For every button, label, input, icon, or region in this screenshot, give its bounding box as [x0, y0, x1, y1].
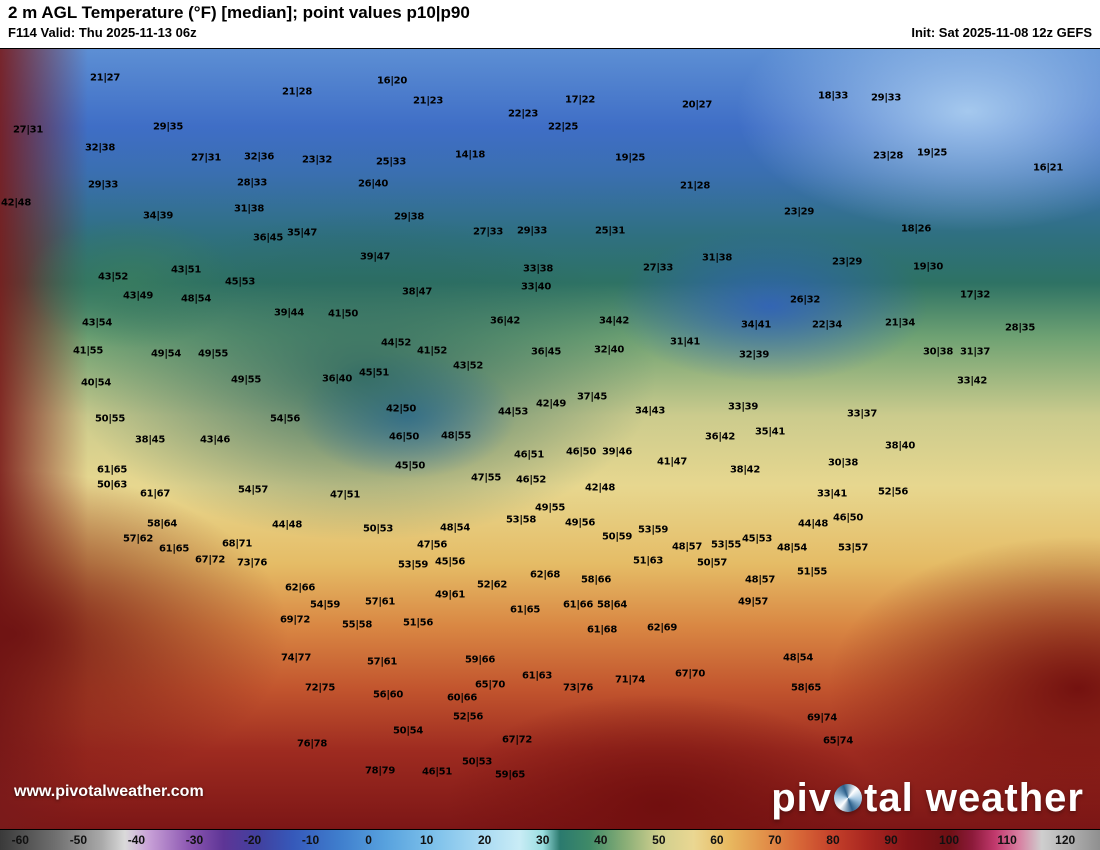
colorbar-tick: -60 [11, 833, 29, 847]
colorbar-ticks: -60 -50 -40 -30 -20 -10 0 10 20 30 40 50 60 70 80 90 100… [0, 830, 1100, 850]
watermark-url: www.pivotalweather.com [14, 783, 204, 800]
colorbar-tick: 10 [419, 833, 434, 847]
colorbar-tick: 80 [826, 833, 840, 847]
colorbar-tick: 20 [478, 833, 492, 847]
valid-time: F114 Valid: Thu 2025-11-13 06z [8, 25, 197, 40]
colorbar-tick: 120 [1055, 833, 1076, 847]
brand-text-left: piv [771, 776, 833, 820]
colorbar-tick: 0 [365, 833, 372, 847]
init-time: Init: Sat 2025-11-08 12z GEFS [911, 25, 1092, 40]
colorbar-tick: 40 [594, 833, 608, 847]
colorbar-tick: 90 [884, 833, 898, 847]
map-header: 2 m AGL Temperature (°F) [median]; point… [0, 0, 1100, 48]
colorbar-tick: 110 [997, 833, 1017, 847]
colorbar-tick: -50 [69, 833, 88, 847]
colorbar-tick: 30 [536, 833, 550, 847]
colorbar-tick: -30 [185, 833, 204, 847]
colorbar-tick: -20 [243, 833, 262, 847]
map-title: 2 m AGL Temperature (°F) [median]; point… [8, 3, 470, 22]
colorbar-tick: 50 [652, 833, 666, 847]
colorbar-tick: 100 [939, 833, 960, 847]
brand-text-right: tal weather [864, 776, 1084, 820]
header-subrow: F114 Valid: Thu 2025-11-13 06z Init: Sat… [0, 23, 1100, 40]
colorbar-tick: 70 [768, 833, 782, 847]
colorbar-tick: -10 [301, 833, 320, 847]
colorbar-tick: 60 [710, 833, 724, 847]
brand-logo: piv tal weather [771, 776, 1084, 821]
colorbar-tick: -40 [127, 833, 146, 847]
map-canvas[interactable]: www.pivotalweather.com piv tal weather [0, 48, 1100, 830]
brand-swirl-icon [834, 784, 863, 812]
colorbar: -60 -50 -40 -30 -20 -10 0 10 20 30 40 50 60 70 80 90 100… [0, 830, 1100, 850]
